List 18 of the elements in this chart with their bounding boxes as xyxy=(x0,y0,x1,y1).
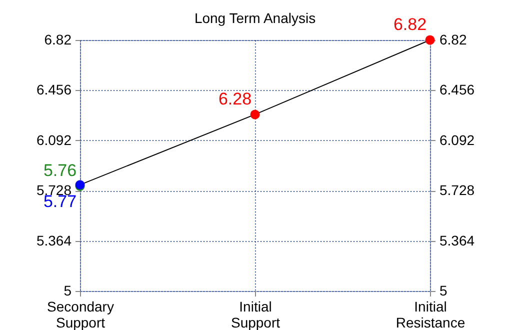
y-tick-label: 5 xyxy=(64,282,72,298)
data-label: 6.82 xyxy=(393,15,427,34)
y-tick-label: 6.092 xyxy=(36,132,72,148)
chart-title: Long Term Analysis xyxy=(194,10,316,26)
y-tick-label: 6.456 xyxy=(36,82,72,98)
y2-tick-label: 5.728 xyxy=(440,182,475,198)
y-tick-label: 6.82 xyxy=(44,32,72,48)
point xyxy=(425,35,435,45)
y2-tick-label: 6.456 xyxy=(440,82,475,98)
y2-tick-label: 5 xyxy=(440,282,448,298)
y2-tick-label: 6.82 xyxy=(440,32,467,48)
y-tick-label: 5.364 xyxy=(36,232,72,248)
point xyxy=(250,110,260,120)
data-label: 5.76 xyxy=(43,161,77,180)
y2-tick-label: 5.364 xyxy=(440,232,475,248)
y2-tick-label: 6.092 xyxy=(440,132,475,148)
x-tick-label: Initial Resistance xyxy=(396,298,466,330)
data-label: 6.28 xyxy=(218,89,252,108)
